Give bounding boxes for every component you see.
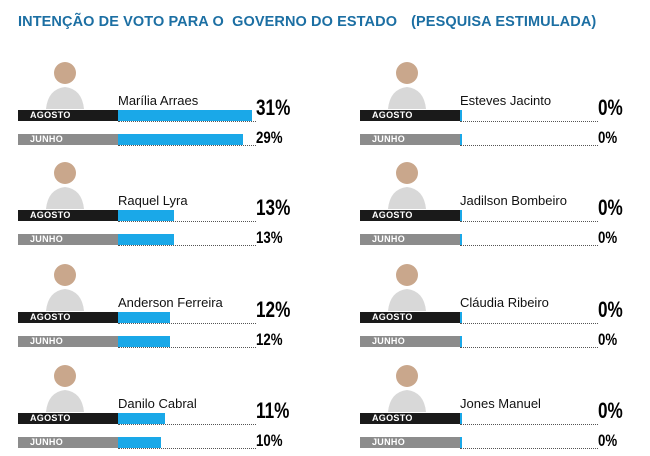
- candidate-photo: [42, 153, 88, 209]
- bar-agosto: [118, 413, 165, 424]
- bar-track-junho: [118, 336, 256, 348]
- bar-track-junho: [460, 437, 598, 449]
- bar-junho: [118, 437, 161, 448]
- percent-junho: 0%: [598, 330, 618, 349]
- bar-junho: [460, 336, 462, 347]
- bar-agosto: [460, 210, 462, 221]
- candidate-block: Esteves Jacinto AGOSTO 0% JUNHO 0%: [360, 53, 650, 153]
- percent-agosto: 0%: [598, 195, 623, 220]
- candidate-name: Jones Manuel: [460, 396, 541, 411]
- percent-agosto: 0%: [598, 398, 623, 423]
- row-label-junho: JUNHO: [360, 336, 460, 347]
- percent-agosto: 0%: [598, 95, 623, 120]
- candidate-photo: [42, 255, 88, 311]
- candidate-name: Jadilson Bombeiro: [460, 193, 567, 208]
- candidate-photo-icon: [388, 365, 426, 412]
- percent-agosto: 11%: [256, 398, 290, 423]
- row-label-agosto: AGOSTO: [360, 413, 460, 424]
- percent-junho: 0%: [598, 128, 618, 147]
- candidate-name: Marília Arraes: [118, 93, 199, 108]
- candidate-photo-icon: [388, 264, 426, 311]
- bar-junho: [460, 437, 462, 448]
- bar-track-junho: [460, 234, 598, 246]
- candidate-name: Anderson Ferreira: [118, 295, 223, 310]
- row-label-junho: JUNHO: [18, 336, 118, 347]
- candidate-block: Jadilson Bombeiro AGOSTO 0% JUNHO 0%: [360, 153, 650, 253]
- bar-track-agosto: [118, 210, 256, 222]
- bar-track-junho: [118, 134, 256, 146]
- row-label-junho: JUNHO: [360, 437, 460, 448]
- bar-junho: [118, 234, 174, 245]
- row-label-junho: JUNHO: [18, 234, 118, 245]
- percent-junho: 12%: [256, 330, 283, 349]
- bar-junho: [460, 134, 462, 145]
- percent-agosto: 31%: [256, 95, 291, 120]
- row-label-agosto: AGOSTO: [360, 312, 460, 323]
- bar-junho: [460, 234, 462, 245]
- candidate-name: Raquel Lyra: [118, 193, 188, 208]
- candidate-block: Anderson Ferreira AGOSTO 12% JUNHO 12%: [18, 255, 308, 355]
- bar-track-junho: [118, 437, 256, 449]
- row-label-junho: JUNHO: [360, 134, 460, 145]
- bar-track-junho: [460, 134, 598, 146]
- candidate-photo: [384, 153, 430, 209]
- percent-junho: 0%: [598, 431, 618, 450]
- candidate-photo: [384, 356, 430, 412]
- row-label-agosto: AGOSTO: [18, 210, 118, 221]
- percent-junho: 10%: [256, 431, 283, 450]
- candidate-photo: [384, 53, 430, 109]
- candidate-photo-icon: [46, 264, 84, 311]
- percent-junho: 0%: [598, 228, 618, 247]
- bar-track-agosto: [460, 210, 598, 222]
- bar-track-junho: [118, 234, 256, 246]
- bar-agosto: [118, 210, 174, 221]
- bar-track-junho: [460, 336, 598, 348]
- row-label-agosto: AGOSTO: [18, 312, 118, 323]
- candidate-photo: [384, 255, 430, 311]
- row-label-junho: JUNHO: [18, 437, 118, 448]
- bar-agosto: [460, 312, 462, 323]
- bar-track-agosto: [118, 413, 256, 425]
- row-label-agosto: AGOSTO: [18, 110, 118, 121]
- bar-track-agosto: [460, 312, 598, 324]
- candidate-block: Jones Manuel AGOSTO 0% JUNHO 0%: [360, 356, 650, 456]
- percent-agosto: 12%: [256, 297, 291, 322]
- chart-title: INTENÇÃO DE VOTO PARA O GOVERNO DO ESTAD…: [18, 14, 596, 30]
- row-label-agosto: AGOSTO: [360, 110, 460, 121]
- row-label-agosto: AGOSTO: [18, 413, 118, 424]
- bar-agosto: [118, 110, 252, 121]
- bar-agosto: [460, 110, 462, 121]
- bar-track-agosto: [118, 312, 256, 324]
- bar-junho: [118, 134, 243, 145]
- row-label-junho: JUNHO: [18, 134, 118, 145]
- candidate-name: Danilo Cabral: [118, 396, 197, 411]
- title-subtitle: (PESQUISA ESTIMULADA): [411, 14, 597, 30]
- candidate-photo-icon: [46, 62, 84, 109]
- candidate-photo-icon: [388, 62, 426, 109]
- bar-agosto: [460, 413, 462, 424]
- candidate-photo-icon: [46, 365, 84, 412]
- row-label-junho: JUNHO: [360, 234, 460, 245]
- title-main: INTENÇÃO DE VOTO PARA O GOVERNO DO ESTAD…: [18, 14, 398, 30]
- candidate-block: Cláudia Ribeiro AGOSTO 0% JUNHO 0%: [360, 255, 650, 355]
- candidate-photo: [42, 356, 88, 412]
- row-label-agosto: AGOSTO: [360, 210, 460, 221]
- percent-junho: 13%: [256, 228, 283, 247]
- candidate-block: Raquel Lyra AGOSTO 13% JUNHO 13%: [18, 153, 308, 253]
- bar-track-agosto: [118, 110, 256, 122]
- bar-track-agosto: [460, 110, 598, 122]
- bar-agosto: [118, 312, 170, 323]
- candidate-block: Danilo Cabral AGOSTO 11% JUNHO 10%: [18, 356, 308, 456]
- candidate-photo-icon: [46, 162, 84, 209]
- candidate-photo: [42, 53, 88, 109]
- percent-agosto: 13%: [256, 195, 291, 220]
- candidate-photo-icon: [388, 162, 426, 209]
- bar-junho: [118, 336, 170, 347]
- percent-agosto: 0%: [598, 297, 623, 322]
- candidate-name: Esteves Jacinto: [460, 93, 552, 108]
- percent-junho: 29%: [256, 128, 283, 147]
- bar-track-agosto: [460, 413, 598, 425]
- candidate-block: Marília Arraes AGOSTO 31% JUNHO 29%: [18, 53, 308, 153]
- candidate-name: Cláudia Ribeiro: [460, 295, 549, 310]
